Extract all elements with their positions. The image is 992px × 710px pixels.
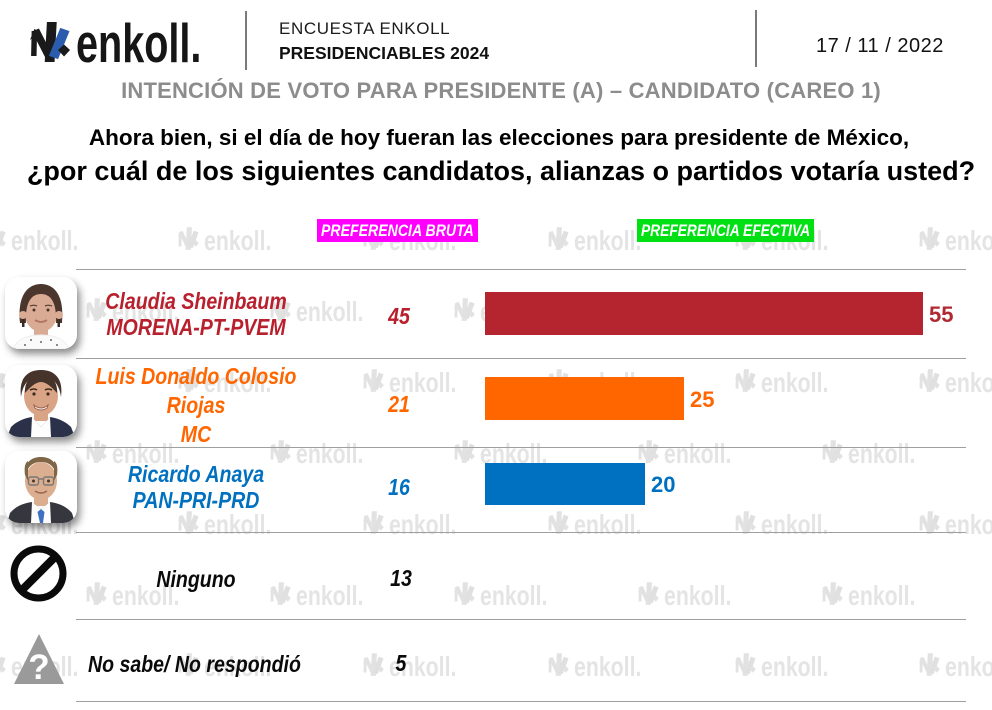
svg-text:?: ? [28,648,49,685]
